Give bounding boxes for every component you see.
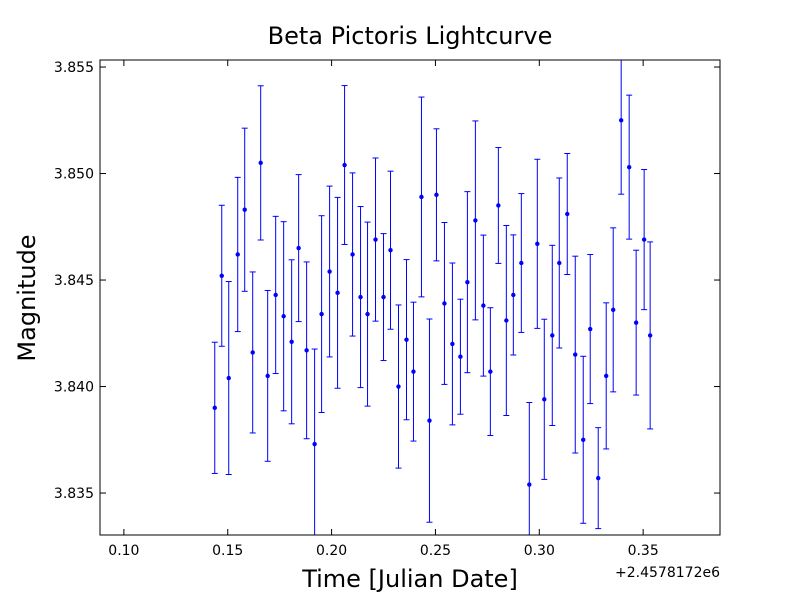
x-offset-label: +2.4578172e6: [615, 565, 720, 581]
data-point: [289, 339, 294, 345]
y-tick-label: 3.850: [54, 167, 94, 183]
data-point: [450, 341, 455, 347]
data-point: [519, 260, 524, 266]
data-point: [212, 405, 217, 411]
plot-frame: [99, 59, 721, 536]
data-point: [511, 292, 516, 298]
data-point: [565, 211, 570, 217]
data-point: [473, 218, 478, 223]
data-point: [442, 301, 447, 306]
x-tick-label: 0.20: [316, 543, 347, 559]
data-point: [396, 384, 401, 389]
data-point: [335, 290, 340, 296]
y-tick-label: 3.840: [54, 380, 94, 396]
x-tick-label: 0.25: [420, 543, 451, 559]
data-point: [327, 269, 332, 274]
data-point: [419, 194, 424, 200]
data-point: [647, 333, 653, 338]
data-point: [465, 279, 470, 285]
y-tick-label: 3.835: [54, 486, 94, 502]
data-point: [603, 373, 609, 379]
data-point: [626, 164, 632, 170]
data-point: [358, 294, 363, 300]
y-tick-label: 3.855: [54, 60, 94, 76]
plot-area: [211, 60, 654, 535]
data-point: [573, 352, 578, 357]
data-point: [618, 118, 624, 123]
data-point: [404, 337, 409, 342]
y-tick-label: 3.845: [54, 273, 94, 289]
x-tick-label: 0.35: [628, 543, 659, 559]
x-tick-label: 0.30: [524, 543, 555, 559]
data-point: [434, 192, 439, 198]
data-point: [312, 441, 317, 447]
data-point: [488, 369, 493, 374]
data-point: [388, 248, 393, 253]
data-point: [373, 237, 378, 242]
chart-title: Beta Pictoris Lightcurve: [268, 22, 553, 50]
data-point: [342, 162, 347, 168]
data-point: [496, 203, 501, 208]
data-point: [411, 369, 416, 374]
data-point: [542, 397, 547, 402]
data-point: [219, 273, 224, 278]
data-point: [265, 373, 270, 379]
data-point: [504, 318, 509, 323]
data-point: [350, 252, 355, 257]
x-axis-label: Time [Julian Date]: [301, 565, 518, 593]
data-point: [365, 311, 370, 317]
data-point: [273, 292, 278, 298]
data-point: [304, 348, 309, 353]
data-point: [319, 311, 324, 317]
data-point: [481, 303, 486, 308]
data-point: [550, 333, 555, 338]
data-point: [281, 314, 286, 319]
y-axis-label: Magnitude: [13, 234, 41, 361]
data-point: [581, 437, 586, 442]
data-point: [527, 482, 532, 487]
data-point: [633, 320, 639, 325]
data-point: [381, 294, 386, 300]
data-point: [258, 160, 263, 166]
data-point: [427, 418, 432, 423]
x-tick-label: 0.15: [212, 543, 243, 559]
data-point: [296, 245, 301, 251]
data-point: [641, 237, 647, 242]
data-point: [557, 260, 562, 266]
data-point: [242, 207, 247, 212]
data-point: [226, 375, 231, 381]
data-point: [588, 326, 593, 332]
data-point: [610, 307, 616, 313]
data-point: [250, 350, 255, 355]
data-point: [458, 354, 463, 359]
data-point: [535, 241, 540, 247]
data-point: [235, 252, 240, 257]
data-point: [596, 475, 601, 481]
x-tick-label: 0.10: [108, 543, 139, 559]
